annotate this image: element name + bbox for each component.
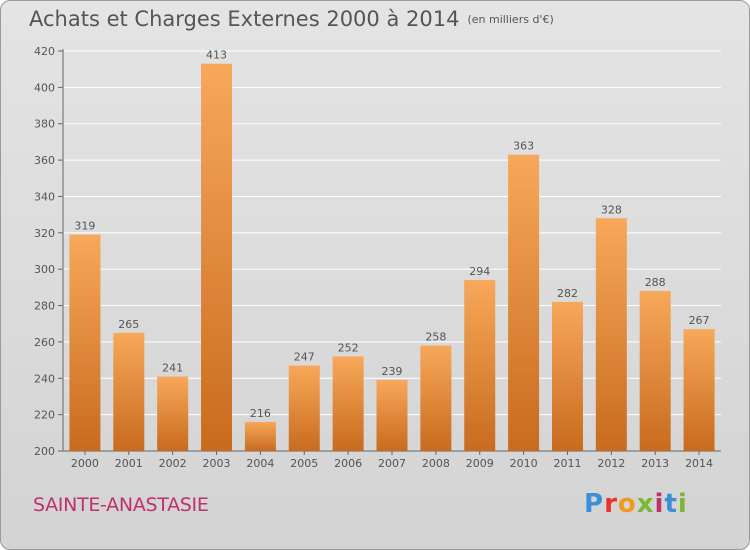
x-tick-label: 2001 <box>115 457 143 470</box>
x-tick-label: 2002 <box>159 457 187 470</box>
y-tick-label: 300 <box>34 263 55 276</box>
y-tick-label: 200 <box>34 445 55 458</box>
data-label: 294 <box>469 265 490 278</box>
proxiti-logo: Proxiti <box>584 489 688 519</box>
data-label: 319 <box>74 220 95 233</box>
y-tick-label: 420 <box>34 45 55 58</box>
bar <box>683 329 715 451</box>
bar <box>201 63 233 452</box>
y-tick-label: 400 <box>34 81 55 94</box>
bar <box>113 332 145 451</box>
x-tick-label: 2012 <box>597 457 625 470</box>
x-tick-label: 2008 <box>422 457 450 470</box>
y-tick-label: 260 <box>34 336 55 349</box>
bar <box>157 376 189 451</box>
data-label: 413 <box>206 49 227 62</box>
commune-name: SAINTE-ANASTASIE <box>33 494 209 516</box>
bar <box>639 291 671 451</box>
y-tick-label: 320 <box>34 227 55 240</box>
data-label: 247 <box>294 351 315 364</box>
x-tick-label: 2004 <box>246 457 274 470</box>
bar <box>332 356 364 451</box>
y-tick-label: 360 <box>34 154 55 167</box>
x-tick-label: 2006 <box>334 457 362 470</box>
x-tick-label: 2009 <box>466 457 494 470</box>
data-label: 282 <box>557 287 578 300</box>
chart-title-unit: (en milliers d'€) <box>467 13 554 26</box>
data-label: 363 <box>513 140 534 153</box>
y-tick-label: 380 <box>34 118 55 131</box>
bar <box>69 234 101 451</box>
bar <box>551 301 583 451</box>
data-label: 265 <box>118 318 139 331</box>
x-tick-label: 2000 <box>71 457 99 470</box>
y-tick-label: 240 <box>34 372 55 385</box>
x-tick-label: 2010 <box>510 457 538 470</box>
chart-title: Achats et Charges Externes 2000 à 2014 (e… <box>29 7 554 31</box>
bar <box>376 380 408 451</box>
bar <box>244 421 276 451</box>
data-label: 328 <box>601 203 622 216</box>
bar <box>288 365 320 451</box>
x-tick-label: 2013 <box>641 457 669 470</box>
data-label: 239 <box>382 365 403 378</box>
chart-title-main: Achats et Charges Externes 2000 à 2014 <box>29 7 460 31</box>
data-label: 267 <box>689 314 710 327</box>
x-tick-label: 2005 <box>290 457 318 470</box>
bar <box>508 154 540 452</box>
x-tick-label: 2014 <box>685 457 713 470</box>
bar <box>595 218 627 451</box>
data-label: 216 <box>250 407 271 420</box>
x-tick-label: 2003 <box>203 457 231 470</box>
x-tick-label: 2007 <box>378 457 406 470</box>
data-label: 258 <box>425 331 446 344</box>
y-tick-label: 280 <box>34 300 55 313</box>
data-label: 241 <box>162 361 183 374</box>
data-label: 252 <box>338 341 359 354</box>
data-label: 288 <box>645 276 666 289</box>
y-tick-label: 340 <box>34 190 55 203</box>
x-tick-label: 2011 <box>553 457 581 470</box>
y-tick-label: 220 <box>34 409 55 422</box>
bar <box>464 280 496 451</box>
bar <box>420 345 452 451</box>
